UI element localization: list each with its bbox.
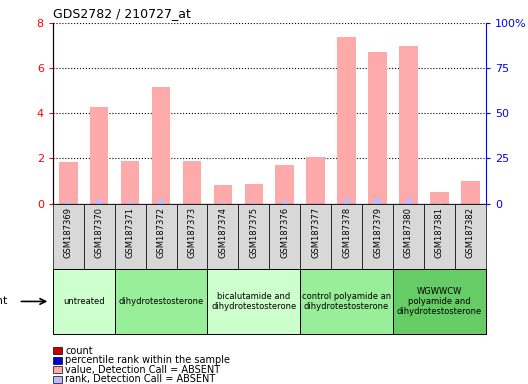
Bar	[300, 204, 331, 269]
Text: control polyamide an
dihydrotestosterone: control polyamide an dihydrotestosterone	[302, 292, 391, 311]
Text: GSM187373: GSM187373	[187, 207, 196, 258]
Text: GSM187382: GSM187382	[466, 207, 475, 258]
Bar	[300, 269, 393, 334]
Bar	[406, 199, 411, 204]
Bar	[424, 204, 455, 269]
Text: GSM187376: GSM187376	[280, 207, 289, 258]
Bar	[344, 199, 350, 204]
Text: agent: agent	[0, 296, 8, 306]
Bar	[115, 269, 208, 334]
Bar	[208, 204, 238, 269]
Bar	[374, 198, 381, 204]
Bar	[244, 184, 263, 204]
Text: WGWWCW
polyamide and
dihydrotestosterone: WGWWCW polyamide and dihydrotestosterone	[397, 286, 482, 316]
Bar	[65, 202, 71, 204]
Text: GSM187379: GSM187379	[373, 207, 382, 258]
Text: value, Detection Call = ABSENT: value, Detection Call = ABSENT	[65, 365, 221, 375]
Text: untreated: untreated	[63, 297, 105, 306]
Bar	[53, 204, 84, 269]
Bar	[90, 106, 108, 204]
Bar	[220, 203, 226, 204]
Text: GSM187370: GSM187370	[95, 207, 103, 258]
Text: GSM187374: GSM187374	[219, 207, 228, 258]
Text: GSM187369: GSM187369	[64, 207, 73, 258]
Text: GSM187378: GSM187378	[342, 207, 351, 258]
Text: count: count	[65, 346, 93, 356]
Bar	[238, 204, 269, 269]
Bar	[115, 204, 146, 269]
Bar	[393, 269, 486, 334]
Bar	[146, 204, 176, 269]
Bar	[331, 204, 362, 269]
Text: dihydrotestosterone: dihydrotestosterone	[118, 297, 204, 306]
Bar	[96, 200, 102, 204]
Bar	[269, 204, 300, 269]
Bar	[121, 161, 139, 204]
Bar	[306, 157, 325, 204]
Bar	[430, 192, 449, 204]
Bar	[276, 165, 294, 204]
Bar	[183, 161, 201, 204]
Text: GSM187380: GSM187380	[404, 207, 413, 258]
Bar	[152, 87, 171, 204]
Text: rank, Detection Call = ABSENT: rank, Detection Call = ABSENT	[65, 374, 216, 384]
Bar	[127, 202, 133, 204]
Text: GSM187381: GSM187381	[435, 207, 444, 258]
Bar	[281, 200, 288, 204]
Text: GSM187371: GSM187371	[126, 207, 135, 258]
Text: GSM187377: GSM187377	[311, 207, 320, 258]
Text: bicalutamide and
dihydrotestosterone: bicalutamide and dihydrotestosterone	[211, 292, 296, 311]
Bar	[436, 203, 442, 204]
Bar	[53, 269, 115, 334]
Bar	[461, 181, 479, 204]
Bar	[59, 162, 78, 204]
Text: GSM187375: GSM187375	[249, 207, 258, 258]
Bar	[337, 36, 356, 204]
Bar	[158, 200, 164, 204]
Bar	[362, 204, 393, 269]
Text: GDS2782 / 210727_at: GDS2782 / 210727_at	[53, 7, 191, 20]
Bar	[368, 52, 387, 204]
Bar	[208, 269, 300, 334]
Bar	[84, 204, 115, 269]
Text: GSM187372: GSM187372	[156, 207, 166, 258]
Text: percentile rank within the sample: percentile rank within the sample	[65, 355, 230, 365]
Bar	[455, 204, 486, 269]
Bar	[399, 46, 418, 204]
Bar	[393, 204, 424, 269]
Bar	[176, 204, 208, 269]
Bar	[251, 202, 257, 204]
Bar	[214, 185, 232, 204]
